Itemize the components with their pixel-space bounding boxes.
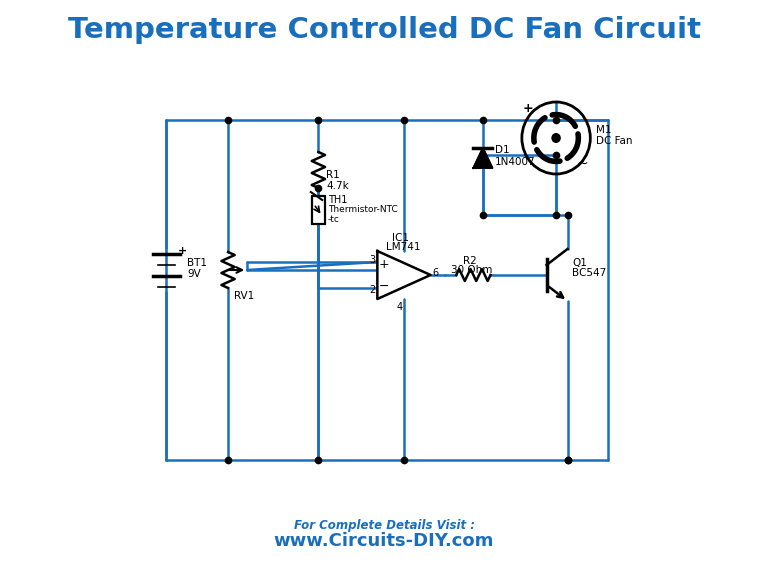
Text: 3: 3: [369, 255, 376, 265]
Text: RV1: RV1: [233, 291, 254, 301]
Polygon shape: [377, 251, 431, 299]
Text: D1: D1: [495, 145, 510, 155]
Text: 4.7k: 4.7k: [326, 181, 349, 191]
Polygon shape: [473, 148, 492, 168]
Text: TH1: TH1: [328, 195, 347, 205]
Text: BT1: BT1: [187, 258, 207, 268]
Text: Temperature Controlled DC Fan Circuit: Temperature Controlled DC Fan Circuit: [68, 16, 700, 44]
Text: 6: 6: [432, 268, 439, 278]
Bar: [312, 196, 325, 224]
Text: 1N4007: 1N4007: [495, 157, 536, 167]
Text: ~: ~: [577, 157, 588, 171]
Text: +: +: [522, 103, 533, 116]
Text: IC1: IC1: [392, 233, 409, 243]
Text: For Complete Details Visit :: For Complete Details Visit :: [293, 519, 475, 531]
Text: −: −: [379, 279, 389, 292]
Text: 9V: 9V: [187, 269, 201, 279]
Text: -tc: -tc: [328, 214, 339, 223]
Text: LM741: LM741: [386, 242, 420, 252]
Text: +: +: [178, 246, 187, 256]
Text: Q1: Q1: [572, 258, 587, 268]
Text: 2: 2: [369, 285, 376, 295]
Text: +: +: [379, 258, 389, 271]
Text: www.Circuits-DIY.com: www.Circuits-DIY.com: [274, 532, 494, 550]
Text: BC547: BC547: [572, 268, 607, 278]
Text: R2: R2: [462, 256, 476, 266]
Text: M1: M1: [596, 125, 611, 135]
Text: DC Fan: DC Fan: [596, 136, 633, 146]
Text: R1: R1: [326, 170, 339, 180]
Circle shape: [551, 133, 561, 143]
Text: Thermistor-NTC: Thermistor-NTC: [328, 206, 398, 214]
Text: 4: 4: [396, 302, 402, 312]
Text: 30 Ohm: 30 Ohm: [451, 265, 492, 275]
